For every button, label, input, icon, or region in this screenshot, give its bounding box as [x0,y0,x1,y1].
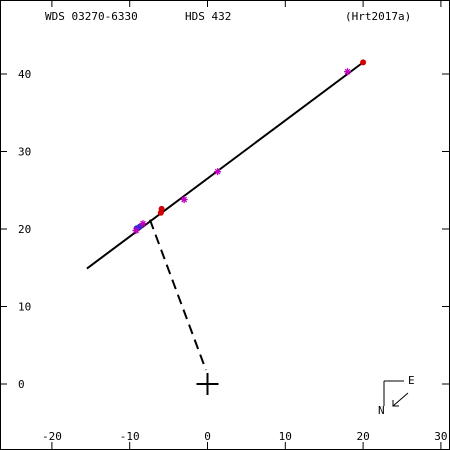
observation-star-marker [180,196,188,204]
observation-dot [360,59,367,66]
primary-star-marker [196,373,219,395]
star-stroke [133,227,139,234]
wds-id-label: WDS 03270-6330 [45,10,138,23]
compass-rose: E N [378,374,415,417]
y-tick-label: 40 [18,68,31,81]
observation-star-marker [344,68,352,76]
y-tick-label: 10 [18,301,31,314]
y-tick-label: 0 [18,378,25,391]
star-stroke [344,68,351,75]
compass-arrow-head [392,400,399,407]
hds-id-label: HDS 432 [185,10,231,23]
x-tick-label: -20 [42,430,62,443]
x-tick-label: -10 [120,430,140,443]
star-stroke [140,220,146,227]
orbit-lines [86,61,364,371]
observation-dot [158,205,165,212]
compass-north-label: N [378,404,385,417]
orbit-line [86,61,364,270]
observation-star-marker [132,227,140,235]
observation-star-marker [139,220,147,228]
y-tick-label: 30 [18,146,31,159]
x-tick-label: 20 [356,430,369,443]
star-stroke [181,196,188,203]
x-tick-label: 10 [279,430,292,443]
observation-star-marker [214,168,222,176]
residual-dashed-line [148,219,207,371]
star-stroke [214,168,221,175]
observation-points [132,59,367,235]
compass-motion-arrow [392,392,409,407]
x-tick-label: 30 [434,430,447,443]
x-tick-label: 0 [204,430,211,443]
compass-east-label: E [408,374,415,387]
reference-label: (Hrt2017a) [345,10,411,23]
y-tick-label: 20 [18,223,31,236]
